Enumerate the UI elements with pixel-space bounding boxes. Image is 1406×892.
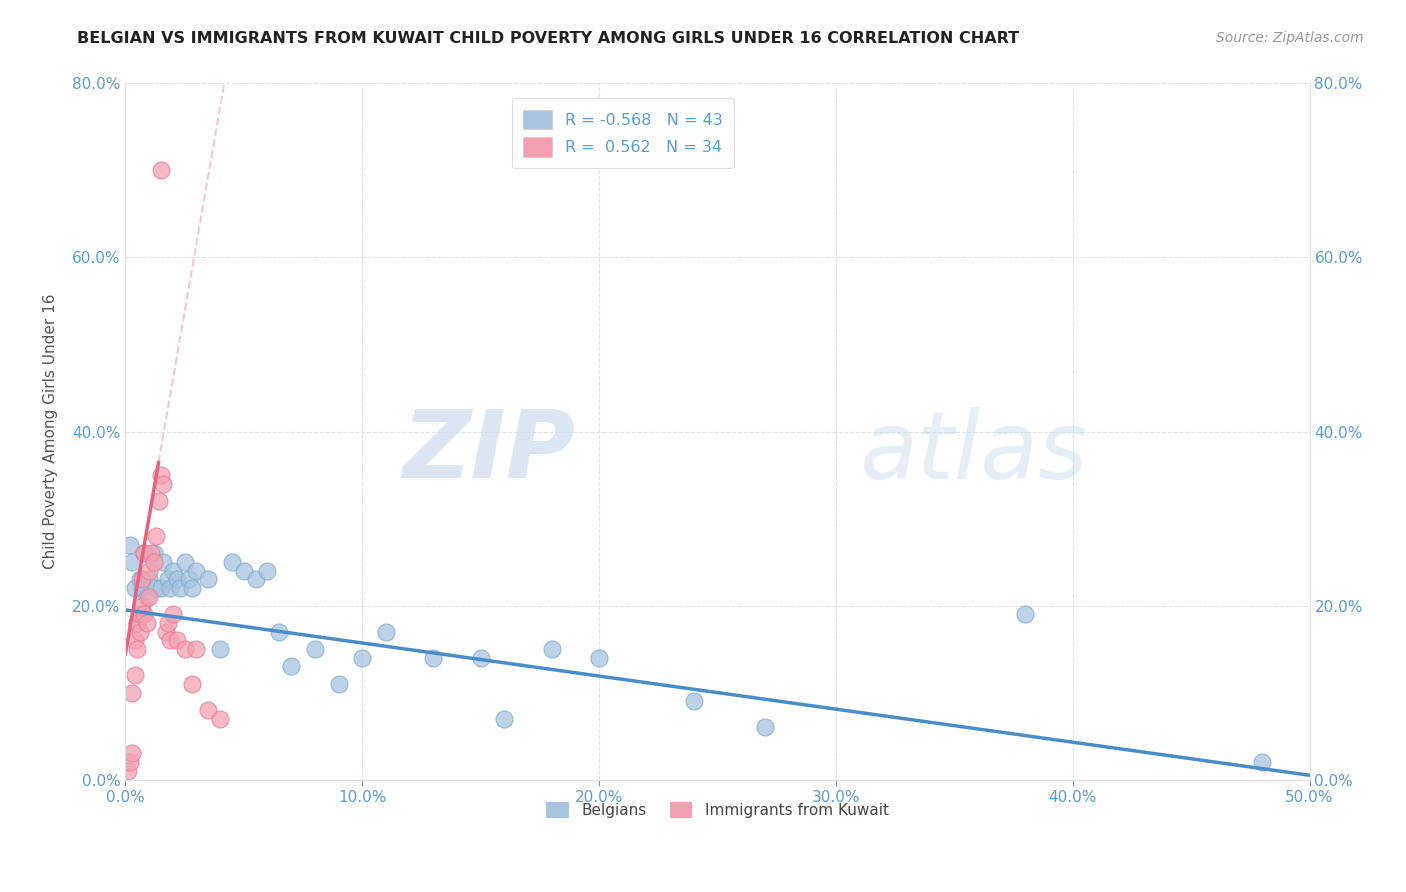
Text: Source: ZipAtlas.com: Source: ZipAtlas.com <box>1216 31 1364 45</box>
Point <box>121 747 143 761</box>
Point <box>1251 755 1274 769</box>
Point <box>127 642 149 657</box>
Point <box>269 624 291 639</box>
Point <box>141 546 163 560</box>
Point <box>197 703 219 717</box>
Point <box>134 607 156 622</box>
Point <box>117 764 139 778</box>
Point <box>138 573 160 587</box>
Point <box>304 642 326 657</box>
Point <box>173 642 195 657</box>
Point <box>186 564 208 578</box>
Point <box>540 642 562 657</box>
Point <box>422 650 444 665</box>
Point <box>142 555 165 569</box>
Point <box>209 712 232 726</box>
Point <box>135 615 157 630</box>
Text: ZIP: ZIP <box>402 407 575 499</box>
Point <box>494 712 516 726</box>
Point <box>127 615 149 630</box>
Point <box>169 581 191 595</box>
Point <box>152 476 174 491</box>
Point <box>156 573 179 587</box>
Point <box>1014 607 1036 622</box>
Point <box>256 564 278 578</box>
Point <box>180 581 202 595</box>
Point <box>152 555 174 569</box>
Point <box>470 650 492 665</box>
Point <box>159 633 181 648</box>
Point <box>138 590 160 604</box>
Point <box>588 650 610 665</box>
Point <box>131 573 153 587</box>
Point <box>135 590 157 604</box>
Point <box>145 581 167 595</box>
Point <box>180 677 202 691</box>
Point <box>131 581 153 595</box>
Point <box>159 581 181 595</box>
Point <box>374 624 396 639</box>
Text: BELGIAN VS IMMIGRANTS FROM KUWAIT CHILD POVERTY AMONG GIRLS UNDER 16 CORRELATION: BELGIAN VS IMMIGRANTS FROM KUWAIT CHILD … <box>77 31 1019 46</box>
Point <box>221 555 243 569</box>
Point <box>156 615 179 630</box>
Point <box>128 607 150 622</box>
Point <box>352 650 374 665</box>
Point <box>280 659 302 673</box>
Point <box>173 555 195 569</box>
Point <box>134 546 156 560</box>
Point <box>127 615 149 630</box>
Point <box>162 564 184 578</box>
Point <box>245 573 267 587</box>
Point <box>128 573 150 587</box>
Point <box>166 573 188 587</box>
Point <box>120 538 142 552</box>
Point <box>179 573 201 587</box>
Point <box>197 573 219 587</box>
Point <box>148 494 170 508</box>
Point <box>149 468 172 483</box>
Point <box>128 624 150 639</box>
Legend: Belgians, Immigrants from Kuwait: Belgians, Immigrants from Kuwait <box>540 796 894 824</box>
Point <box>138 564 160 578</box>
Point <box>131 599 153 613</box>
Point <box>209 642 232 657</box>
Point <box>166 633 188 648</box>
Point <box>142 546 165 560</box>
Point <box>754 720 776 734</box>
Point <box>120 755 142 769</box>
Point <box>121 555 143 569</box>
Point <box>121 685 143 699</box>
Point <box>682 694 704 708</box>
Point <box>162 607 184 622</box>
Point <box>155 624 177 639</box>
Point <box>124 581 146 595</box>
Point <box>149 163 172 178</box>
Point <box>186 642 208 657</box>
Text: atlas: atlas <box>859 407 1088 498</box>
Point <box>328 677 350 691</box>
Point <box>134 546 156 560</box>
Point <box>149 581 172 595</box>
Y-axis label: Child Poverty Among Girls Under 16: Child Poverty Among Girls Under 16 <box>44 293 58 569</box>
Point <box>124 633 146 648</box>
Point <box>124 668 146 682</box>
Point <box>145 529 167 543</box>
Point <box>232 564 254 578</box>
